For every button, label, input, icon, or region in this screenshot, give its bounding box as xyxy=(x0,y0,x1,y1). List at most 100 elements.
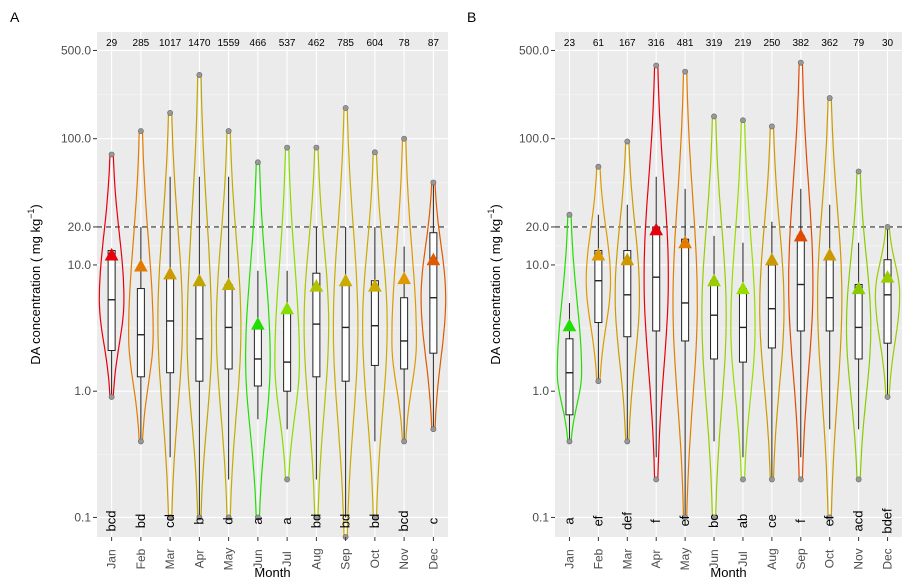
x-tick-label-Oct: Oct xyxy=(368,549,382,568)
min-point-Sep xyxy=(797,476,804,483)
min-point-Jun xyxy=(711,514,717,521)
min-point-Oct xyxy=(826,514,833,521)
count-label-Apr: 316 xyxy=(648,38,665,49)
count-label-Apr: 1470 xyxy=(188,38,211,49)
box-Mar xyxy=(166,276,175,374)
mean-marker-Dec xyxy=(426,252,441,266)
min-point-Jun xyxy=(254,514,261,521)
box-Apr xyxy=(195,284,204,382)
x-tick-label-May: May xyxy=(678,548,692,571)
y-tick-label: 500.0 xyxy=(519,43,549,57)
max-point-Apr xyxy=(196,72,203,78)
mean-marker-Oct xyxy=(822,247,837,261)
x-axis-title: Month xyxy=(254,565,290,580)
box-Feb xyxy=(136,288,145,378)
x-tick-label-Aug: Aug xyxy=(765,548,779,569)
max-point-Jan xyxy=(566,211,573,218)
count-label-Mar: 1017 xyxy=(159,38,182,49)
min-point-Mar xyxy=(167,514,174,521)
mean-marker-Jun xyxy=(707,273,721,287)
x-tick-label-Dec: Dec xyxy=(426,548,440,569)
y-tick-label: 10.0 xyxy=(68,258,92,272)
group-letter-Dec: c xyxy=(425,517,440,524)
y-axis-title: DA concentration ( mg kg−1) xyxy=(486,204,503,365)
min-point-Jul xyxy=(740,476,746,483)
x-tick-label-Jan: Jan xyxy=(562,549,576,568)
box-Jun xyxy=(253,325,262,387)
y-tick-label: 500.0 xyxy=(61,43,91,57)
group-letter-Jul: a xyxy=(279,517,294,525)
min-point-Mar xyxy=(624,438,631,445)
count-label-Sep: 785 xyxy=(337,38,354,49)
min-point-Oct xyxy=(371,514,378,521)
max-point-Dec xyxy=(430,179,437,186)
mean-marker-Sep xyxy=(793,228,808,242)
x-axis-title: Month xyxy=(710,565,746,580)
y-tick-label: 0.1 xyxy=(532,510,549,524)
x-tick-label-Nov: Nov xyxy=(397,548,411,569)
x-tick-label-Aug: Aug xyxy=(309,548,323,569)
x-tick-label-Sep: Sep xyxy=(794,548,808,570)
mean-marker-Feb xyxy=(134,259,148,272)
box-May xyxy=(681,238,690,342)
box-Sep xyxy=(796,235,805,332)
mean-marker-Aug xyxy=(765,252,779,266)
x-tick-label-Mar: Mar xyxy=(620,549,634,570)
group-letter-Aug: ce xyxy=(764,514,779,528)
min-point-May xyxy=(682,514,689,521)
count-label-Jan: 23 xyxy=(564,38,576,49)
box-Nov xyxy=(400,297,409,370)
group-letter-Jun: a xyxy=(250,517,265,525)
mean-marker-Feb xyxy=(591,247,606,261)
min-point-Apr xyxy=(196,514,203,521)
min-point-Jan xyxy=(108,394,115,400)
plot-background xyxy=(97,32,448,537)
count-label-Jan: 29 xyxy=(106,38,118,49)
max-point-Jun xyxy=(254,159,261,166)
x-tick-label-Mar: Mar xyxy=(163,549,177,570)
box-Dec xyxy=(883,259,892,344)
plot-background xyxy=(555,32,902,537)
y-tick-label: 20.0 xyxy=(68,220,92,234)
group-letter-May: ef xyxy=(677,515,692,526)
max-point-Sep xyxy=(797,59,804,66)
box-Aug xyxy=(312,272,321,378)
mean-marker-May xyxy=(221,277,236,290)
max-point-Apr xyxy=(653,62,660,69)
y-tick-label: 0.1 xyxy=(74,510,91,524)
group-letter-Feb: ef xyxy=(590,515,605,526)
x-tick-label-Jan: Jan xyxy=(105,549,119,568)
y-axis-title-main: DA concentration ( mg kg xyxy=(488,219,503,365)
y-axis-title-end: ) xyxy=(28,204,43,208)
min-point-Nov xyxy=(401,438,408,445)
count-label-Oct: 362 xyxy=(821,38,838,49)
max-point-Jul xyxy=(284,144,291,151)
max-point-Mar xyxy=(167,110,174,116)
count-label-Dec: 87 xyxy=(428,38,440,49)
mean-marker-Dec xyxy=(880,270,895,283)
mean-marker-Aug xyxy=(309,279,324,292)
mean-marker-Jul xyxy=(736,281,750,295)
box-Feb xyxy=(594,250,603,324)
box-Sep xyxy=(341,284,350,382)
x-tick-label-Nov: Nov xyxy=(852,548,866,569)
y-axis-title-superscript: −1 xyxy=(486,209,496,219)
y-axis-title-main: DA concentration ( mg kg xyxy=(28,219,43,365)
group-letter-Nov: acd xyxy=(851,511,866,532)
count-label-Jul: 537 xyxy=(279,38,296,49)
x-tick-label-Feb: Feb xyxy=(134,548,148,569)
min-point-Aug xyxy=(313,514,320,521)
mean-marker-Sep xyxy=(338,273,353,287)
group-letter-Jul: ab xyxy=(735,514,750,528)
group-letter-Mar: def xyxy=(619,512,634,530)
min-point-Feb xyxy=(137,438,144,445)
min-point-Apr xyxy=(653,476,660,483)
x-tick-label-Jul: Jul xyxy=(736,551,750,566)
box-Dec xyxy=(429,232,438,354)
box-Nov xyxy=(854,284,863,360)
group-letter-Jun: bc xyxy=(706,514,721,528)
x-tick-label-Jun: Jun xyxy=(707,549,721,568)
x-tick-label-May: May xyxy=(222,548,236,571)
group-letter-Mar: cd xyxy=(162,514,177,528)
